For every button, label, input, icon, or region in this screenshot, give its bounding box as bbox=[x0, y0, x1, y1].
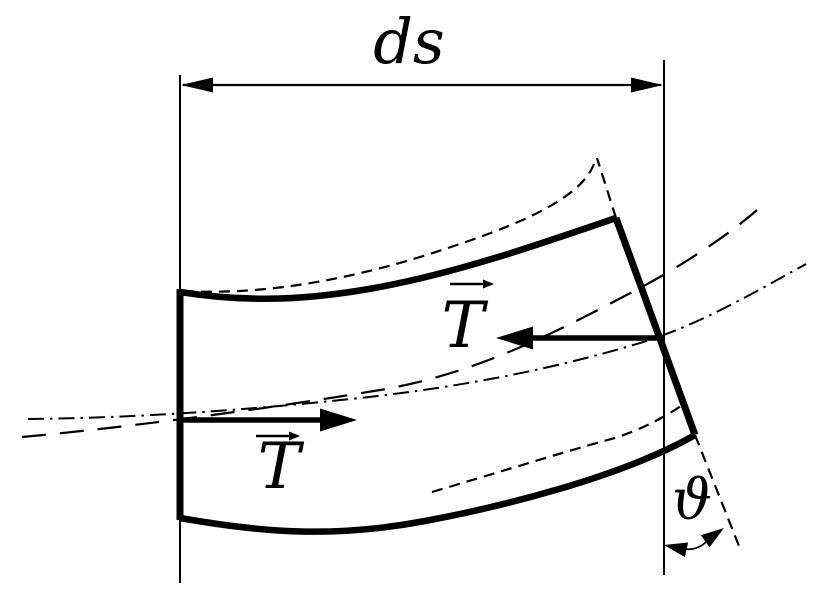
cut-plane-extension-top bbox=[595, 157, 618, 219]
tension-right-label: T bbox=[441, 289, 485, 363]
tension-arrow-right bbox=[496, 326, 659, 350]
angle-arrowhead-right-icon bbox=[700, 528, 724, 548]
vector-arrow-left-icon bbox=[256, 431, 300, 441]
dimension-line bbox=[181, 77, 663, 93]
element-outline bbox=[176, 214, 699, 535]
dimension-arrowhead-left-icon bbox=[181, 77, 213, 93]
axis-longdash-curve bbox=[21, 209, 758, 439]
arc-length-label: ds bbox=[373, 5, 445, 78]
tension-left-label: T bbox=[257, 430, 301, 504]
tension-arrow-left bbox=[181, 408, 357, 432]
dimension-arrowhead-right-icon bbox=[631, 77, 663, 93]
top-dashed-curve bbox=[182, 163, 596, 293]
vector-arrow-right-icon bbox=[450, 279, 494, 289]
bottom-dashed-curve bbox=[431, 405, 682, 494]
tension-arrowhead-left-icon bbox=[320, 408, 357, 432]
element-bottom-curve bbox=[179, 432, 697, 535]
angle-label: ϑ bbox=[671, 468, 713, 533]
angle-arrowhead-left-icon bbox=[664, 542, 689, 558]
tension-arrowhead-right-icon bbox=[496, 326, 533, 350]
angle-arc bbox=[664, 528, 724, 558]
element-right-edge bbox=[612, 216, 699, 437]
centerline-dashdot bbox=[27, 263, 807, 420]
cut-plane-extension-bottom bbox=[693, 434, 743, 552]
element-top-curve bbox=[179, 214, 618, 302]
